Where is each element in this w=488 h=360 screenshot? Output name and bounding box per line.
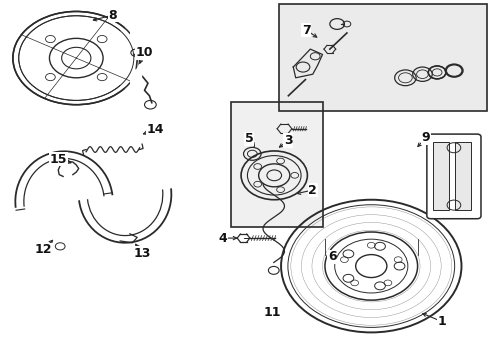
Text: 4: 4 (218, 231, 226, 244)
Text: 14: 14 (147, 123, 164, 136)
Text: 3: 3 (284, 134, 292, 147)
Bar (278, 4, 487, 111)
Bar (230, 102, 322, 227)
Bar (432, 142, 448, 211)
Text: 8: 8 (108, 9, 117, 22)
Text: 2: 2 (308, 184, 317, 197)
Text: 7: 7 (302, 24, 310, 37)
Text: 12: 12 (35, 243, 52, 256)
Text: 15: 15 (49, 153, 67, 166)
Bar (278, 4, 487, 111)
FancyBboxPatch shape (426, 134, 480, 219)
Text: 6: 6 (327, 250, 336, 263)
Circle shape (268, 266, 279, 274)
Text: 1: 1 (437, 315, 446, 328)
Text: 10: 10 (135, 46, 152, 59)
Text: 5: 5 (244, 132, 253, 145)
Circle shape (55, 243, 65, 250)
Bar (454, 142, 470, 211)
Text: 11: 11 (264, 306, 281, 319)
Bar (230, 102, 322, 227)
Text: 13: 13 (133, 247, 150, 260)
Text: 9: 9 (421, 131, 429, 144)
